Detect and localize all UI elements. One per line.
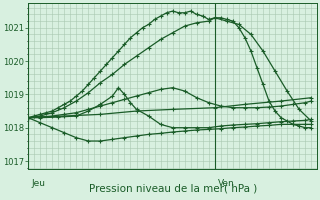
Text: Jeu: Jeu	[31, 179, 45, 188]
Text: Ven: Ven	[218, 179, 235, 188]
X-axis label: Pression niveau de la mer( hPa ): Pression niveau de la mer( hPa )	[89, 183, 257, 193]
